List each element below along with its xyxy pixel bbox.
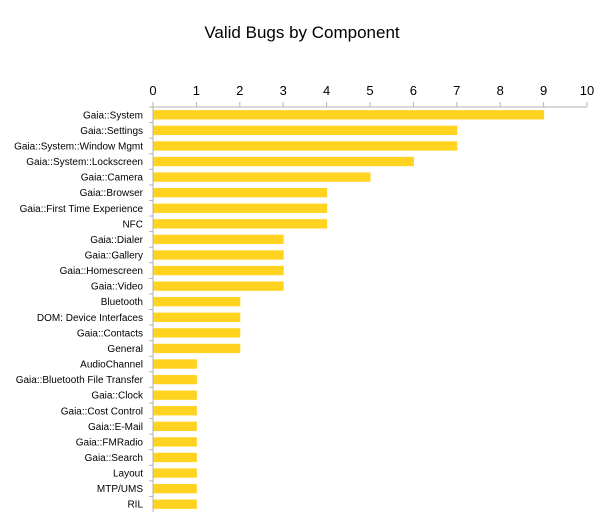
category-label: Gaia::Browser (80, 188, 144, 199)
x-tick-label: 1 (193, 83, 200, 98)
category-label: Gaia::Homescreen (60, 266, 143, 277)
category-label: AudioChannel (80, 360, 143, 371)
bar (153, 390, 197, 400)
category-label: DOM: Device Interfaces (37, 313, 143, 324)
bar (153, 265, 284, 276)
category-label: Gaia::System::Lockscreen (26, 157, 143, 168)
category-label: Gaia::First Time Experience (20, 204, 144, 215)
bar (153, 343, 241, 354)
category-label: Gaia::System::Window Mgmt (14, 141, 143, 152)
bar (153, 468, 197, 478)
bar (153, 156, 414, 167)
category-label: Gaia::E-Mail (88, 422, 143, 433)
category-label: MTP/UMS (97, 484, 143, 495)
bar (153, 188, 328, 198)
bar (153, 281, 284, 291)
bar (153, 406, 197, 416)
category-label: Gaia::Gallery (85, 250, 143, 261)
x-tick-label: 0 (149, 83, 156, 98)
bar (153, 437, 197, 447)
bar (153, 312, 241, 322)
bar (153, 328, 241, 338)
category-label: RIL (127, 500, 143, 511)
chart-title: Valid Bugs by Component (204, 23, 400, 42)
x-tick-label: 2 (236, 83, 243, 98)
x-tick-label: 3 (280, 83, 287, 98)
bar (153, 172, 371, 182)
bar (153, 250, 284, 260)
x-tick-label: 4 (323, 83, 330, 98)
x-axis: 0 1 2 3 4 5 6 7 8 9 10 (149, 83, 594, 512)
bar (153, 374, 197, 385)
x-tick-label: 7 (453, 83, 460, 98)
category-label: Gaia::Settings (80, 126, 143, 137)
bar (153, 359, 197, 369)
bar (153, 297, 241, 307)
x-tick-label: 8 (497, 83, 504, 98)
bar (153, 203, 328, 213)
bars (153, 110, 545, 509)
bar (153, 483, 197, 494)
bar (153, 499, 197, 509)
x-tick-label: 6 (410, 83, 417, 98)
category-label: Gaia::Bluetooth File Transfer (16, 375, 144, 386)
bar (153, 421, 197, 431)
bar (153, 141, 458, 151)
category-label: Gaia::Contacts (77, 328, 143, 339)
bar (153, 219, 328, 229)
category-label: Gaia::Cost Control (61, 406, 143, 417)
category-label: Gaia::System (83, 110, 143, 121)
category-label: Gaia::Search (85, 453, 143, 464)
category-label: Gaia::Dialer (90, 235, 143, 246)
category-label: Bluetooth (101, 297, 143, 308)
x-tick-label: 5 (366, 83, 373, 98)
category-label: Layout (113, 469, 143, 480)
category-label: Gaia::Camera (81, 173, 144, 184)
category-label: Gaia::Video (91, 282, 144, 293)
category-label: Gaia::FMRadio (76, 437, 144, 448)
category-label: General (107, 344, 143, 355)
bar (153, 234, 284, 245)
bar (153, 125, 458, 136)
category-label: Gaia::Clock (91, 391, 144, 402)
bar (153, 452, 197, 463)
category-labels: Gaia::SystemGaia::SettingsGaia::System::… (14, 110, 144, 510)
bar (153, 110, 545, 120)
category-label: NFC (122, 219, 143, 230)
x-tick-label: 10 (580, 83, 594, 98)
x-tick-label: 9 (540, 83, 547, 98)
